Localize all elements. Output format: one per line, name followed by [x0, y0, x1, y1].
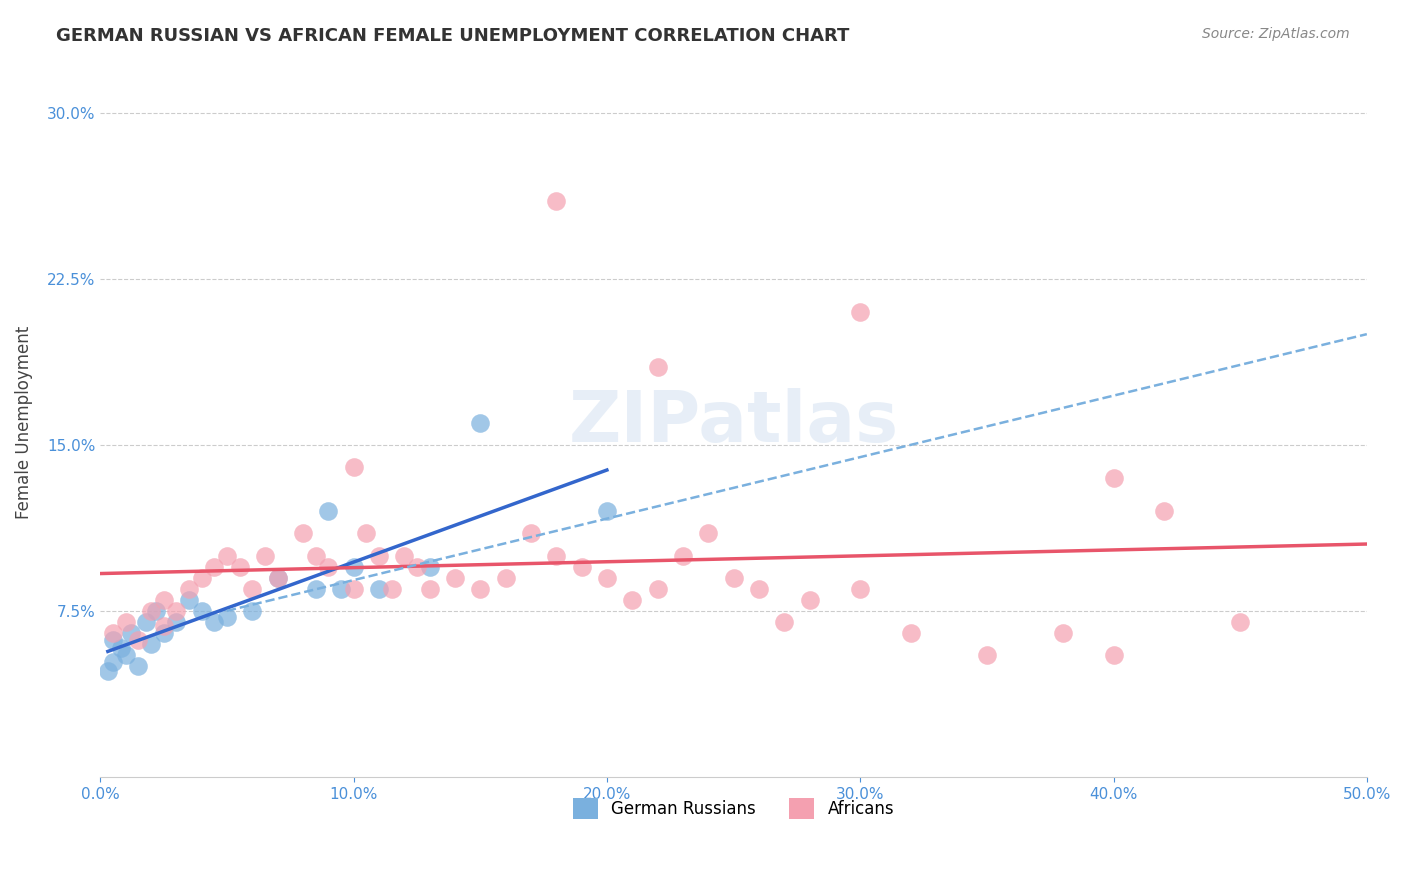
Point — [127, 632, 149, 647]
Point — [1052, 626, 1074, 640]
Point — [139, 637, 162, 651]
Y-axis label: Female Unemployment: Female Unemployment — [15, 326, 32, 519]
Point — [799, 592, 821, 607]
Point — [240, 582, 263, 596]
Point — [253, 549, 276, 563]
Point — [266, 571, 288, 585]
Point — [367, 549, 389, 563]
Point — [177, 592, 200, 607]
Point — [101, 626, 124, 640]
Point — [202, 559, 225, 574]
Point — [190, 571, 212, 585]
Point — [190, 604, 212, 618]
Point — [215, 549, 238, 563]
Text: Source: ZipAtlas.com: Source: ZipAtlas.com — [1202, 27, 1350, 41]
Text: ZIPatlas: ZIPatlas — [568, 388, 898, 458]
Point — [145, 604, 167, 618]
Point — [773, 615, 796, 629]
Point — [342, 559, 364, 574]
Point — [114, 648, 136, 662]
Point — [546, 549, 568, 563]
Point — [520, 526, 543, 541]
Point — [849, 305, 872, 319]
Point — [152, 619, 174, 633]
Point — [470, 416, 492, 430]
Point — [723, 571, 745, 585]
Point — [354, 526, 377, 541]
Legend: German Russians, Africans: German Russians, Africans — [567, 791, 901, 825]
Point — [202, 615, 225, 629]
Point — [672, 549, 695, 563]
Point — [1153, 504, 1175, 518]
Point — [697, 526, 720, 541]
Point — [165, 604, 187, 618]
Point — [596, 504, 619, 518]
Point — [342, 582, 364, 596]
Point — [177, 582, 200, 596]
Point — [1102, 471, 1125, 485]
Point — [139, 604, 162, 618]
Point — [444, 571, 467, 585]
Point — [291, 526, 314, 541]
Text: GERMAN RUSSIAN VS AFRICAN FEMALE UNEMPLOYMENT CORRELATION CHART: GERMAN RUSSIAN VS AFRICAN FEMALE UNEMPLO… — [56, 27, 849, 45]
Point — [101, 655, 124, 669]
Point — [571, 559, 593, 574]
Point — [329, 582, 352, 596]
Point — [621, 592, 644, 607]
Point — [127, 659, 149, 673]
Point — [316, 559, 339, 574]
Point — [110, 641, 132, 656]
Point — [120, 626, 142, 640]
Point — [380, 582, 402, 596]
Point — [165, 615, 187, 629]
Point — [152, 626, 174, 640]
Point — [596, 571, 619, 585]
Point — [114, 615, 136, 629]
Point — [546, 194, 568, 209]
Point — [266, 571, 288, 585]
Point — [392, 549, 415, 563]
Point — [419, 582, 441, 596]
Point — [849, 582, 872, 596]
Point — [304, 582, 326, 596]
Point — [316, 504, 339, 518]
Point — [647, 360, 669, 375]
Point — [101, 632, 124, 647]
Point — [228, 559, 250, 574]
Point — [342, 460, 364, 475]
Point — [1229, 615, 1251, 629]
Point — [240, 604, 263, 618]
Point — [976, 648, 998, 662]
Point — [406, 559, 429, 574]
Point — [470, 582, 492, 596]
Point — [135, 615, 157, 629]
Point — [367, 582, 389, 596]
Point — [419, 559, 441, 574]
Point — [1102, 648, 1125, 662]
Point — [304, 549, 326, 563]
Point — [97, 664, 120, 678]
Point — [152, 592, 174, 607]
Point — [748, 582, 770, 596]
Point — [495, 571, 517, 585]
Point — [900, 626, 922, 640]
Point — [647, 582, 669, 596]
Point — [215, 610, 238, 624]
